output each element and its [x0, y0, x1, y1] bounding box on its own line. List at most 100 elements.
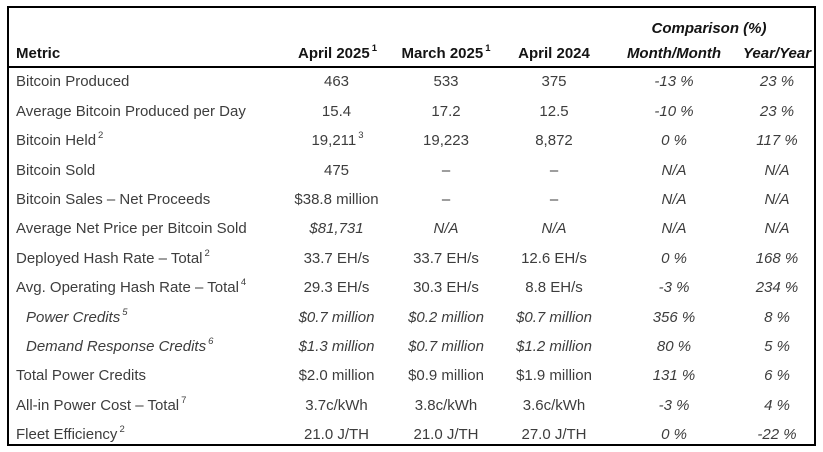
table-row: All-in Power Cost – Total 7 3.7c/kWh 3.8c…	[9, 391, 814, 420]
table-row: Bitcoin Produced 463 533 375 -13 % 23 %	[9, 68, 814, 97]
cell-april-2025: $81,731	[309, 220, 364, 238]
cell-april-2024: –	[549, 191, 559, 208]
metric-label: Demand Response Credits	[26, 337, 207, 355]
cell-april-2025: $2.0 million	[298, 367, 375, 385]
cell-year-year: 23 %	[759, 102, 795, 120]
footnote-ref: 3	[358, 130, 364, 142]
cell-april-2025: $38.8 million	[294, 191, 379, 208]
footnote-ref: 1	[371, 42, 377, 54]
cell-year-year: N/A	[764, 191, 790, 208]
cell-april-2025: 29.3 EH/s	[303, 279, 370, 297]
footnote-ref: 1	[485, 42, 491, 54]
cell-april-2025: $1.3 million	[298, 337, 375, 355]
cell-year-year: 234 %	[755, 279, 799, 297]
cell-year-year: 168 %	[755, 249, 799, 267]
cell-april-2024: 8,872	[535, 132, 573, 150]
cell-year-year: 23 %	[759, 73, 795, 91]
cell-april-2025: $0.7 million	[298, 308, 375, 326]
metric-label: Avg. Operating Hash Rate – Total	[16, 279, 239, 297]
footnote-ref: 2	[204, 247, 210, 259]
col-header-month-month: Month/Month	[626, 44, 722, 62]
cell-year-year: 117 %	[756, 132, 798, 150]
cell-march-2025: $0.7 million	[408, 337, 484, 355]
table-row: Bitcoin Held 2 19,211 3 19,223 8,872 0 % 1…	[9, 127, 814, 156]
col-header-year-year: Year/Year	[742, 44, 812, 62]
table-body: Bitcoin Produced 463 533 375 -13 % 23 % …	[9, 68, 814, 450]
cell-april-2025: 463	[323, 73, 350, 91]
col-header-april-2025: April 2025 1	[297, 42, 377, 62]
cell-march-2025: $0.9 million	[408, 367, 484, 385]
cell-month-month: -3 %	[658, 279, 690, 297]
metric-cell: Total Power Credits	[9, 368, 283, 385]
metric-label: Bitcoin Held	[16, 132, 97, 150]
metric-cell: Fleet Efficiency 2	[9, 424, 283, 444]
cell-april-2024: –	[549, 161, 559, 179]
cell-march-2025: 33.7 EH/s	[413, 249, 479, 267]
metrics-table: Comparison (%) Metric April 2025 1 March …	[7, 6, 816, 446]
metric-cell: All-in Power Cost – Total 7	[9, 395, 283, 415]
metric-cell: Power Credits 5	[9, 306, 283, 327]
metric-cell: Bitcoin Sold	[9, 161, 283, 180]
cell-year-year: N/A	[764, 220, 790, 238]
table-row: Bitcoin Sales – Net Proceeds $38.8 milli…	[9, 186, 814, 215]
cell-month-month: 0 %	[661, 249, 687, 267]
cell-april-2024: $1.2 million	[516, 337, 592, 355]
metric-label: Bitcoin Sold	[16, 161, 96, 179]
metric-label: Bitcoin Sales – Net Proceeds	[16, 191, 211, 208]
footnote-ref: 4	[240, 277, 247, 289]
cell-april-2024: 375	[541, 73, 567, 91]
footnote-ref: 5	[122, 306, 128, 318]
metric-cell: Bitcoin Produced	[9, 74, 283, 91]
cell-april-2024: 12.5	[539, 102, 569, 120]
cell-march-2025: $0.2 million	[408, 308, 484, 326]
metric-label: Deployed Hash Rate – Total	[16, 249, 203, 267]
cell-april-2024: 27.0 J/TH	[521, 426, 587, 444]
footnote-ref: 6	[208, 335, 214, 347]
cell-march-2025: N/A	[433, 220, 459, 238]
col-header-april-2024: April 2024	[518, 44, 590, 62]
cell-year-year: -22 %	[757, 426, 797, 444]
column-header-row: Metric April 2025 1 March 2025 1 April 202…	[9, 37, 814, 66]
cell-month-month: 131 %	[652, 367, 696, 385]
cell-month-month: 80 %	[656, 337, 692, 355]
cell-month-month: 0 %	[661, 132, 687, 150]
metric-label: Total Power Credits	[16, 367, 147, 385]
cell-month-month: -10 %	[654, 102, 694, 120]
cell-march-2025: 19,223	[423, 132, 469, 150]
cell-year-year: 5 %	[764, 337, 790, 355]
cell-year-year: 4 %	[764, 396, 790, 414]
cell-month-month: -3 %	[658, 396, 690, 414]
cell-year-year: N/A	[764, 161, 790, 179]
metric-cell: Average Bitcoin Produced per Day	[9, 103, 283, 121]
table-row: Average Bitcoin Produced per Day 15.4 17…	[9, 97, 814, 126]
cell-month-month: N/A	[661, 220, 687, 238]
metric-label: All-in Power Cost – Total	[16, 396, 180, 414]
metric-cell: Bitcoin Sales – Net Proceeds	[9, 191, 283, 209]
cell-april-2024: $1.9 million	[516, 367, 592, 385]
table-row: Avg. Operating Hash Rate – Total 4 29.3 E…	[9, 274, 814, 303]
cell-month-month: N/A	[661, 191, 687, 208]
cell-march-2025: 30.3 EH/s	[413, 279, 479, 297]
cell-april-2025: 3.7c/kWh	[305, 396, 368, 414]
footnote-ref: 2	[119, 424, 125, 436]
cell-year-year: 8 %	[764, 308, 790, 326]
cell-april-2024: 8.8 EH/s	[525, 279, 583, 297]
table-row: Deployed Hash Rate – Total 2 33.7 EH/s 33…	[9, 244, 814, 273]
cell-march-2025: 3.8c/kWh	[414, 396, 478, 414]
cell-march-2025: 21.0 J/TH	[413, 426, 479, 444]
cell-month-month: -13 %	[654, 73, 694, 91]
table-row: Demand Response Credits 6 $1.3 million $0…	[9, 333, 814, 362]
metric-cell: Bitcoin Held 2	[9, 131, 283, 150]
cell-april-2025: 33.7 EH/s	[303, 249, 370, 267]
table-row: Total Power Credits $2.0 million $0.9 mi…	[9, 362, 814, 391]
metric-cell: Deployed Hash Rate – Total 2	[9, 247, 283, 268]
cell-march-2025: 533	[433, 73, 459, 91]
cell-year-year: 6 %	[764, 367, 790, 385]
metric-label: Power Credits	[26, 308, 121, 326]
table-row: Bitcoin Sold 475 – – N/A N/A	[9, 156, 814, 185]
table-header: Comparison (%) Metric April 2025 1 March …	[9, 8, 814, 68]
cell-month-month: N/A	[661, 161, 687, 179]
cell-march-2025: 17.2	[431, 102, 461, 120]
metric-cell: Average Net Price per Bitcoin Sold	[9, 221, 283, 238]
col-header-march-2025: March 2025 1	[401, 42, 491, 62]
